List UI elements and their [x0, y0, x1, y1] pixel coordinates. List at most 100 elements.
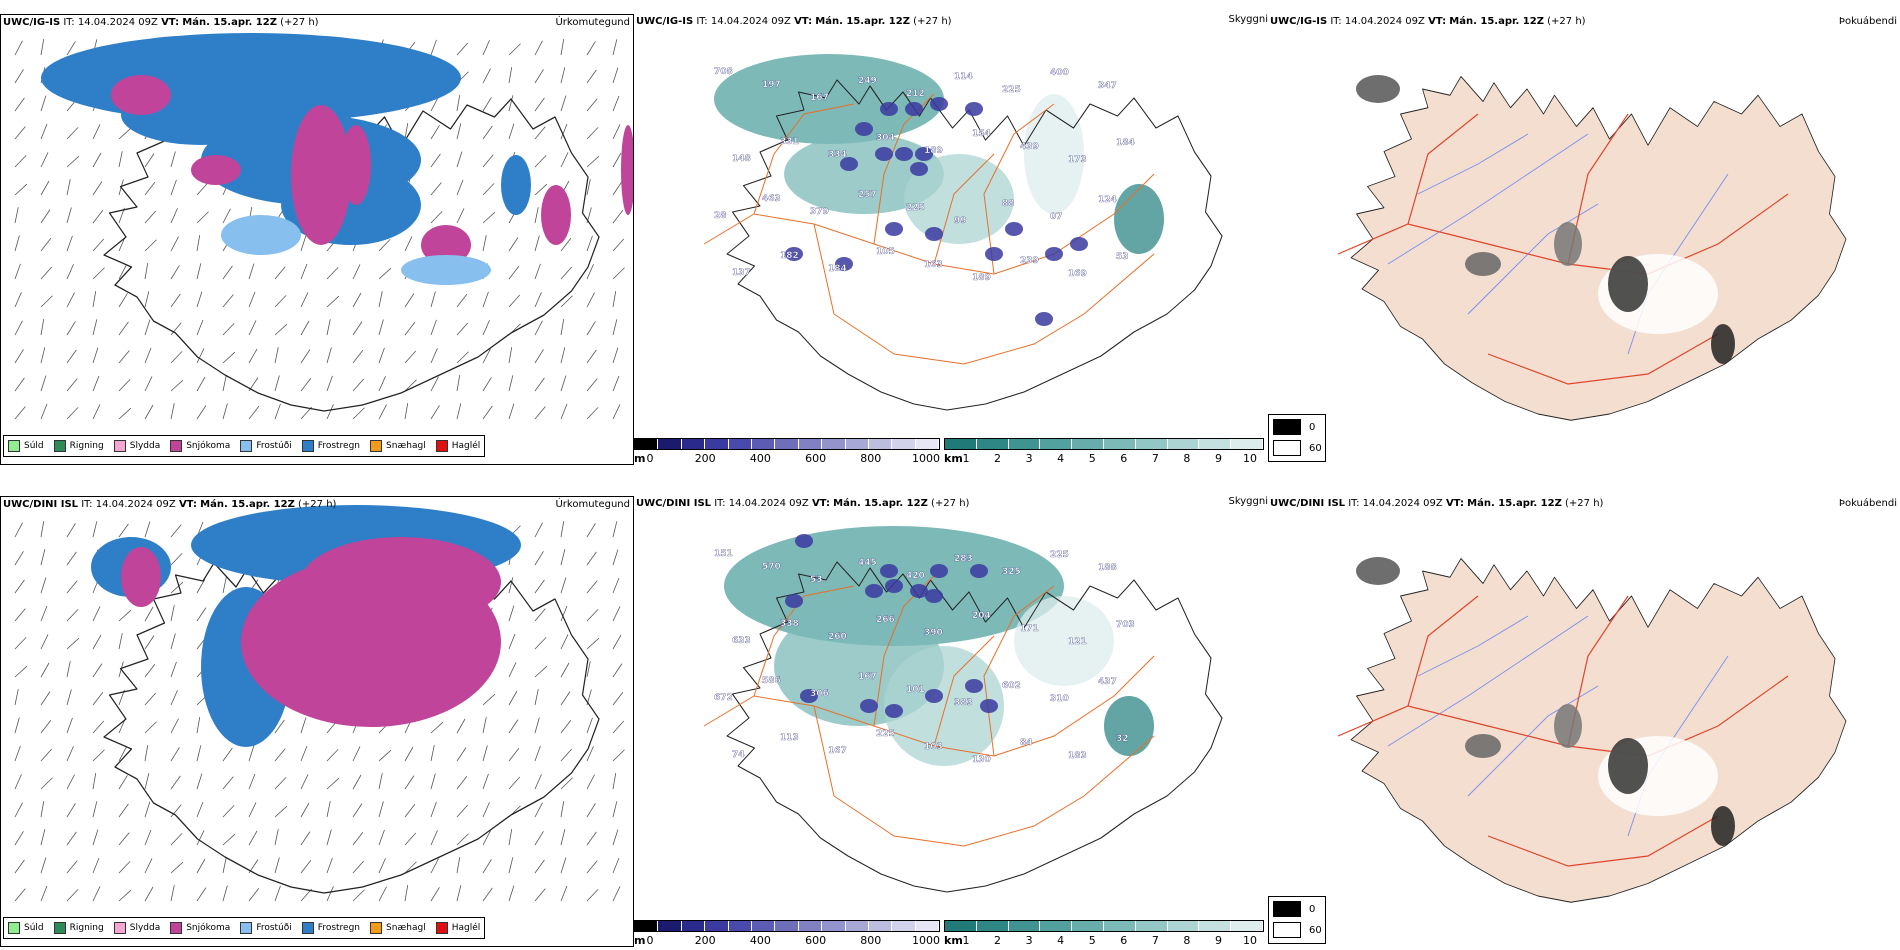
wind-barb: [14, 579, 25, 594]
colorbar-swatch: [1231, 439, 1263, 449]
legend-swatch: [301, 922, 314, 934]
wind-barb: [534, 406, 546, 420]
wind-barb: [300, 235, 307, 252]
wind-barb: [378, 801, 384, 818]
wind-barb: [612, 549, 619, 566]
legend-item: Frostúði: [240, 440, 292, 452]
legend-swatch: [53, 440, 66, 452]
cloud-base-cell: [910, 162, 928, 176]
wind-barb: [508, 885, 515, 902]
cloud-base-label: 383: [954, 698, 973, 708]
wind-barb: [586, 155, 600, 168]
legend-swatch: [301, 440, 314, 452]
wind-barb: [248, 745, 255, 762]
wind-barb: [300, 860, 312, 874]
wind-barb: [118, 861, 131, 874]
wind-barb: [586, 98, 598, 112]
colorbar-tick: 8: [1183, 452, 1191, 465]
river: [1417, 615, 1529, 677]
colorbar-tick: 6: [1120, 452, 1128, 465]
cloud-base-cell: [910, 584, 928, 598]
wind-barb: [40, 295, 53, 308]
colorbar-swatch: [658, 921, 682, 931]
wind-barb: [14, 802, 23, 818]
wind-barb: [430, 405, 440, 420]
cloud-base-label: 53: [810, 575, 823, 585]
wind-barb: [40, 319, 45, 336]
wind-barb: [40, 777, 53, 790]
wind-barb: [430, 376, 439, 392]
wind-barb: [14, 831, 24, 846]
wind-barb: [92, 238, 105, 252]
wind-barb: [40, 720, 52, 734]
wind-barb: [170, 236, 179, 252]
wind-barb: [144, 606, 154, 622]
cloud-base-cell: [875, 147, 893, 161]
wind-barb: [586, 889, 599, 902]
wind-barb: [66, 803, 76, 818]
cloud-base-label: 437: [1098, 677, 1117, 687]
wind-barb: [560, 152, 569, 168]
freezing-drizzle-area: [401, 255, 491, 285]
legend-swatch: [370, 440, 383, 452]
wind-barb: [118, 151, 123, 168]
wind-barb: [92, 801, 98, 818]
wind-barb: [404, 293, 415, 308]
cloud-base-label: 239: [1020, 256, 1039, 266]
wind-barb: [612, 181, 623, 196]
cloud-base-label: 07: [1050, 212, 1063, 222]
wind-barb: [560, 123, 568, 140]
wind-barb: [118, 775, 128, 790]
cloud-base-label: 84: [1020, 738, 1033, 748]
wind-barb: [482, 320, 490, 336]
cloud-base-label: 602: [1002, 681, 1021, 691]
legend-label: Frostúði: [256, 923, 292, 933]
legend-label: Frostregn: [317, 441, 361, 451]
colorbar-tick: 8: [1183, 934, 1191, 947]
colorbar-swatch: [1199, 921, 1232, 931]
wind-barb: [508, 633, 516, 650]
wind-barb: [378, 347, 385, 364]
snowfall-area: [301, 537, 501, 627]
wind-barb: [352, 407, 365, 420]
colorbar-swatch: [1008, 921, 1041, 931]
cloud-base-cell: [800, 689, 818, 703]
wind-barb: [352, 803, 363, 818]
fog-key-label: 0: [1309, 903, 1316, 915]
wind-barb: [40, 549, 46, 566]
wind-barb: [222, 351, 236, 364]
wind-barb: [66, 292, 75, 308]
colorbar-swatch: [845, 439, 869, 449]
cloud-base-label: 189: [972, 273, 991, 283]
road: [1407, 595, 1479, 707]
precip-type-panel-igis: UWC/IG-IS IT: 14.04.2024 09Z VT: Mán. 15…: [0, 14, 634, 465]
cloud-base-cell: [930, 97, 948, 111]
wind-barb: [560, 95, 567, 112]
wind-barb: [612, 67, 619, 84]
wind-barb: [612, 347, 619, 364]
cloud-base-label: 306: [810, 689, 829, 699]
cloud-base-label: 154: [972, 129, 991, 139]
colorbar-swatch: [1135, 921, 1168, 931]
legend-item: Snjókoma: [170, 440, 230, 452]
wind-barb: [482, 405, 493, 420]
wind-barb: [92, 829, 99, 846]
wind-barb: [118, 407, 132, 420]
cloud-base-label: 32: [1116, 734, 1129, 744]
wind-barb: [534, 802, 543, 818]
wind-barb: [274, 748, 286, 762]
wind-barb: [222, 776, 234, 790]
wind-barb: [118, 633, 123, 650]
wind-barb: [508, 776, 521, 790]
road-network: [703, 93, 1155, 365]
colorbar-tick: 10: [1243, 452, 1257, 465]
cloud-base-label: 212: [906, 89, 925, 99]
snowfall-area: [421, 225, 471, 265]
wind-barb: [92, 634, 102, 650]
wind-barb: [456, 95, 461, 112]
fog-key-label: 60: [1309, 442, 1322, 454]
wind-barb: [560, 39, 565, 56]
wind-barb: [456, 857, 461, 874]
panel-title: Úrkomutegund: [555, 499, 630, 510]
wind-barb: [144, 858, 153, 874]
